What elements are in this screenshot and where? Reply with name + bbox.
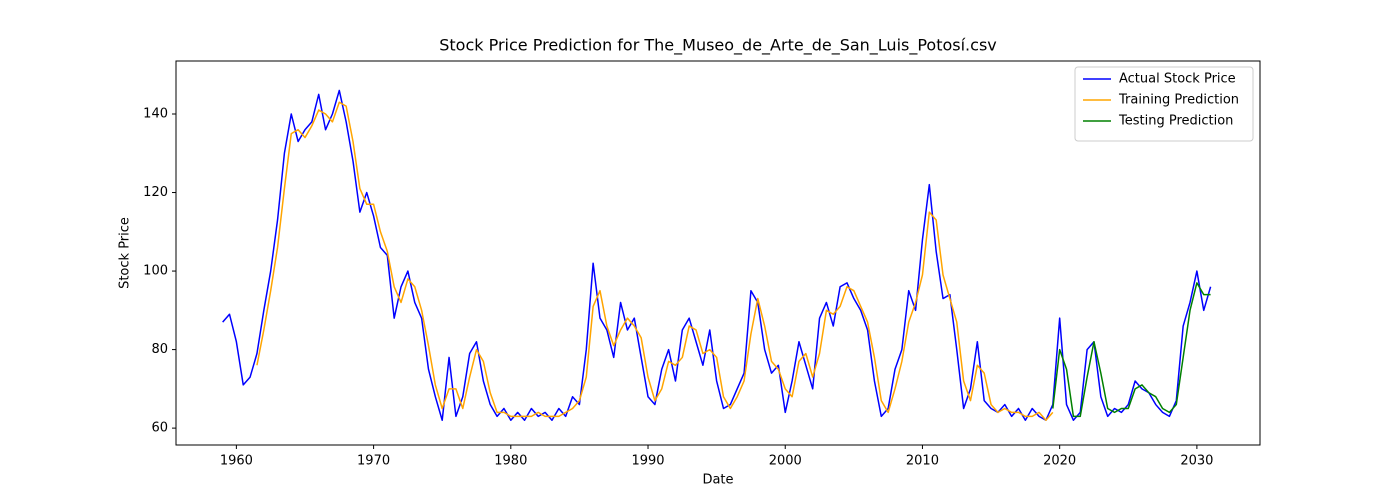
series-line xyxy=(256,101,1054,422)
x-tick-label: 2020 xyxy=(1043,454,1076,469)
legend-label: Actual Stock Price xyxy=(1119,72,1236,87)
y-tick-label: 60 xyxy=(151,421,168,436)
x-axis-label: Date xyxy=(702,473,733,488)
y-axis-label: Stock Price xyxy=(118,217,133,289)
y-tick-label: 80 xyxy=(151,342,168,357)
legend-label: Training Prediction xyxy=(1118,93,1239,108)
x-tick-label: 1990 xyxy=(631,454,664,469)
legend-box xyxy=(1074,66,1254,142)
x-tick-label: 2030 xyxy=(1180,454,1213,469)
y-tick-label: 100 xyxy=(143,264,168,279)
x-tick-label: 1980 xyxy=(494,454,527,469)
plot-frame xyxy=(175,60,1261,446)
chart-title: Stock Price Prediction for The_Museo_de_… xyxy=(439,36,997,56)
x-tick-label: 2000 xyxy=(769,454,802,469)
y-tick-label: 140 xyxy=(143,107,168,122)
x-tick-label: 2010 xyxy=(906,454,939,469)
y-tick-label: 120 xyxy=(143,185,168,200)
series-line xyxy=(1052,282,1211,418)
x-tick-label: 1970 xyxy=(357,454,390,469)
legend-label: Testing Prediction xyxy=(1118,114,1233,129)
x-tick-label: 1960 xyxy=(220,454,253,469)
series-line xyxy=(222,89,1212,422)
